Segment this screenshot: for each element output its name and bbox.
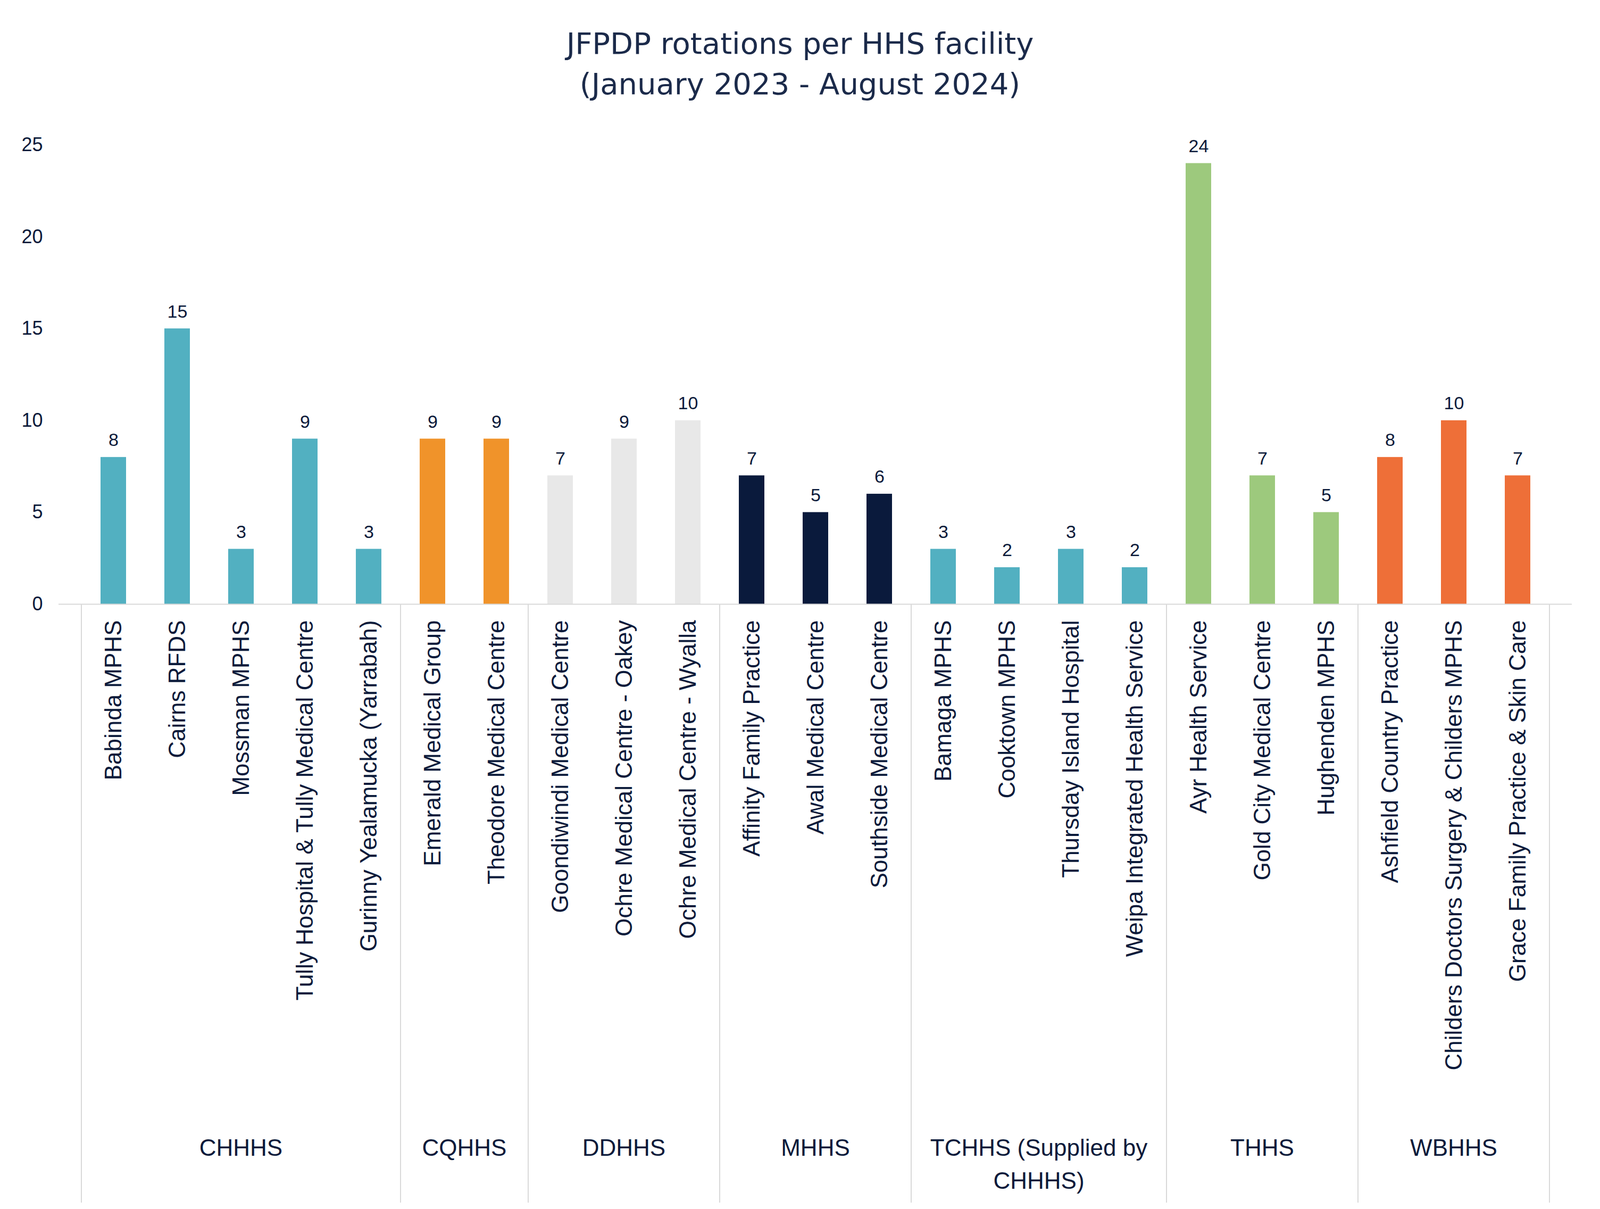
svg-text:Weipa Integrated Health Servic: Weipa Integrated Health Service xyxy=(1121,620,1148,957)
svg-text:Ayr Health Service: Ayr Health Service xyxy=(1185,620,1212,814)
svg-text:15: 15 xyxy=(21,317,43,339)
svg-text:Ochre Medical Centre - Oakey: Ochre Medical Centre - Oakey xyxy=(610,620,637,937)
svg-text:Babinda MPHS: Babinda MPHS xyxy=(100,620,127,781)
svg-text:3: 3 xyxy=(1065,521,1077,542)
svg-text:Tully Hospital & Tully Medical: Tully Hospital & Tully Medical Centre xyxy=(291,620,318,1001)
svg-text:7: 7 xyxy=(746,447,757,469)
svg-text:5: 5 xyxy=(31,500,43,523)
svg-text:Goondiwindi Medical Centre: Goondiwindi Medical Centre xyxy=(546,620,573,913)
svg-text:9: 9 xyxy=(300,411,311,432)
svg-text:9: 9 xyxy=(491,411,502,432)
svg-text:Mossman MPHS: Mossman MPHS xyxy=(227,620,254,796)
svg-text:Gold City Medical Centre: Gold City Medical Centre xyxy=(1248,620,1275,881)
svg-text:10: 10 xyxy=(21,409,43,431)
svg-text:25: 25 xyxy=(21,133,43,156)
html-text:(January 2023 - August 2024): (January 2023 - August 2024) xyxy=(579,66,1021,102)
svg-text:Affinity Family Practice: Affinity Family Practice xyxy=(738,620,765,857)
svg-text:Childers Doctors Surgery & Chi: Childers Doctors Surgery & Childers MPHS xyxy=(1440,620,1467,1071)
svg-text:20: 20 xyxy=(21,225,43,248)
html-text:JFPDP rotations per HHS facili: JFPDP rotations per HHS facility xyxy=(566,26,1034,61)
svg-text:6: 6 xyxy=(874,465,885,487)
svg-text:Bamaga MPHS: Bamaga MPHS xyxy=(929,620,956,782)
svg-text:3: 3 xyxy=(236,521,247,542)
svg-text:7: 7 xyxy=(1512,447,1523,469)
svg-text:5: 5 xyxy=(810,484,821,505)
svg-text:CQHHS: CQHHS xyxy=(422,1134,507,1161)
svg-text:WBHHS: WBHHS xyxy=(1410,1134,1498,1161)
svg-text:TCHHS (Supplied byCHHHS): TCHHS (Supplied byCHHHS) xyxy=(930,1134,1148,1194)
svg-text:5: 5 xyxy=(1321,484,1332,505)
svg-text:Southside Medical Centre: Southside Medical Centre xyxy=(865,620,893,889)
svg-text:3: 3 xyxy=(938,521,949,542)
svg-text:9: 9 xyxy=(427,411,438,432)
svg-text:7: 7 xyxy=(1257,447,1268,469)
svg-text:8: 8 xyxy=(108,429,119,450)
svg-text:THHS: THHS xyxy=(1230,1134,1295,1161)
svg-text:Hughenden MPHS: Hughenden MPHS xyxy=(1312,620,1339,816)
svg-text:Grace Family Practice & Skin C: Grace Family Practice & Skin Care xyxy=(1504,620,1531,982)
svg-text:15: 15 xyxy=(167,301,188,322)
svg-text:DDHHS: DDHHS xyxy=(582,1134,666,1161)
svg-text:2: 2 xyxy=(1002,539,1013,560)
svg-text:8: 8 xyxy=(1385,429,1396,450)
svg-text:Emerald Medical Group: Emerald Medical Group xyxy=(419,620,446,866)
svg-text:24: 24 xyxy=(1188,135,1210,156)
svg-text:Ashfield Country Practice: Ashfield Country Practice xyxy=(1376,620,1403,883)
svg-text:Theodore Medical Centre: Theodore Medical Centre xyxy=(482,620,510,885)
svg-text:7: 7 xyxy=(555,447,566,469)
svg-text:Thursday Island Hospital: Thursday Island Hospital xyxy=(1057,620,1084,878)
svg-text:MHHS: MHHS xyxy=(780,1134,850,1161)
svg-text:Gurinny Yealamucka (Yarrabah): Gurinny Yealamucka (Yarrabah) xyxy=(355,620,382,952)
svg-text:9: 9 xyxy=(619,411,630,432)
svg-text:2: 2 xyxy=(1129,539,1140,560)
svg-text:Awal Medical Centre: Awal Medical Centre xyxy=(802,620,829,835)
svg-text:Cairns RFDS: Cairns RFDS xyxy=(163,620,190,758)
svg-text:CHHHS: CHHHS xyxy=(199,1134,283,1161)
svg-text:Cooktown MPHS: Cooktown MPHS xyxy=(993,620,1020,799)
svg-text:Ochre Medical Centre - Wyalla: Ochre Medical Centre - Wyalla xyxy=(674,619,701,939)
svg-text:3: 3 xyxy=(363,521,374,542)
svg-text:0: 0 xyxy=(31,592,43,615)
svg-text:10: 10 xyxy=(678,392,699,413)
svg-text:10: 10 xyxy=(1444,392,1465,413)
